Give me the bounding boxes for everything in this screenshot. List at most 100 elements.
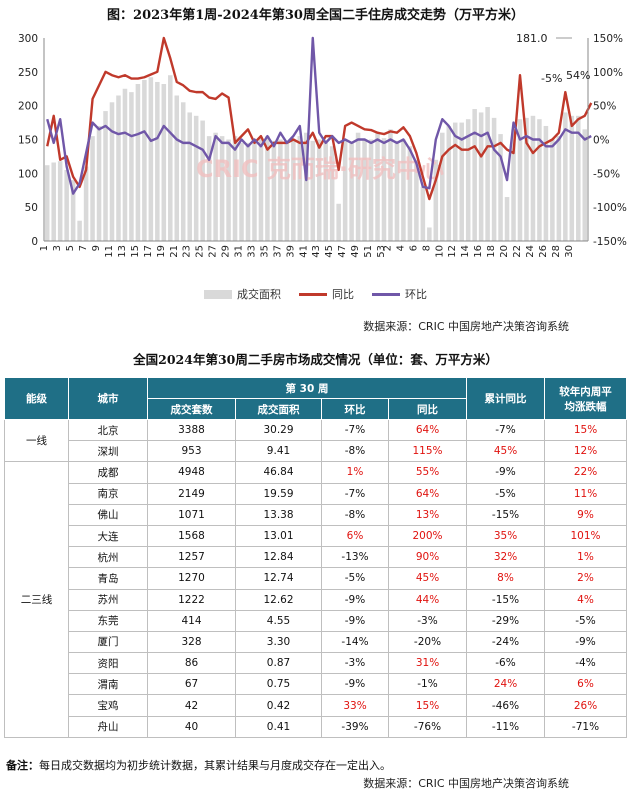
area-bar xyxy=(161,84,167,241)
header-area: 成交面积 xyxy=(235,398,322,420)
cum-cell: -7% xyxy=(466,418,545,442)
left-tick-label: 300 xyxy=(18,33,38,45)
chart-title: 图：2023年第1周-2024年第30周全国二手住房成交走势（万平方米） xyxy=(107,8,524,23)
area-bar xyxy=(517,119,523,241)
cum-cell: 45% xyxy=(466,440,545,463)
header-mom: 环比 xyxy=(321,398,389,420)
x-tick-label: 2 xyxy=(382,245,393,251)
area-bar xyxy=(284,142,290,241)
area-bar xyxy=(180,102,186,241)
area-bar xyxy=(472,109,477,241)
mom-cell: -14% xyxy=(321,630,389,654)
table-row: 厦门 328 3.30 -14% -20% -24% -9% xyxy=(5,630,627,654)
area-bar xyxy=(148,77,154,241)
yoy-cell: 64% xyxy=(388,482,467,505)
area-bar xyxy=(459,122,464,241)
area-bar xyxy=(193,115,199,241)
yoy-cell: 55% xyxy=(388,461,467,484)
table-note: 备注：每日成交数据均为初步统计数据，其累计结果与月度成交存在一定出入。 xyxy=(6,757,391,773)
table-title: 全国2024年第30周二手房市场成交情况（单位：套、万平方米） xyxy=(133,352,498,367)
area-bar xyxy=(77,220,82,241)
area-bar xyxy=(213,132,218,241)
mom-cell: -9% xyxy=(321,609,389,632)
legend-yoy-swatch xyxy=(299,292,327,296)
avg-cell: -71% xyxy=(544,715,627,738)
x-tick-label: 24 xyxy=(525,245,536,258)
x-tick-label: 28 xyxy=(551,245,562,258)
x-tick-label: 30 xyxy=(564,245,575,258)
market-table: 能级 城市 第 30 周 累计同比 较年内周平 均涨跌幅 成交套数 成交面积 环… xyxy=(4,377,627,738)
x-tick-label: 8 xyxy=(421,245,432,251)
area-cell: 0.87 xyxy=(235,652,322,675)
x-tick-label: 10 xyxy=(434,245,445,258)
mom-cell: 1% xyxy=(321,461,389,484)
city-cell: 资阳 xyxy=(68,652,148,675)
yoy-cell: 200% xyxy=(388,524,467,548)
cum-cell: -24% xyxy=(466,630,545,654)
cum-cell: 24% xyxy=(466,673,545,696)
table-row: 佛山 1071 13.38 -8% 13% -15% 9% xyxy=(5,503,627,526)
units-cell: 1071 xyxy=(147,503,236,526)
area-bar xyxy=(485,107,490,242)
header-tier: 能级 xyxy=(4,377,69,420)
x-tick-label: 27 xyxy=(208,245,219,258)
avg-cell: 11% xyxy=(544,482,627,505)
avg-cell: 22% xyxy=(544,461,627,484)
area-bar xyxy=(478,112,484,242)
area-bar xyxy=(206,136,212,241)
cum-cell: -11% xyxy=(466,715,545,738)
cum-cell: -29% xyxy=(466,609,545,632)
units-cell: 3388 xyxy=(147,418,236,442)
yoy-cell: -1% xyxy=(388,673,467,696)
area-bar xyxy=(362,139,367,241)
area-bar xyxy=(504,197,510,241)
table-row: 资阳 86 0.87 -3% 31% -6% -4% xyxy=(5,652,627,675)
x-tick-label: 29 xyxy=(221,245,232,258)
table-row: 宝鸡 42 0.42 33% 15% -46% 26% xyxy=(5,694,627,717)
units-cell: 414 xyxy=(147,609,236,632)
area-cell: 19.59 xyxy=(235,482,322,505)
area-bar xyxy=(109,102,115,241)
yoy-line xyxy=(46,36,593,201)
x-tick-label: 17 xyxy=(143,245,154,258)
x-tick-label: 3 xyxy=(52,245,63,251)
legend-yoy-label: 同比 xyxy=(332,288,354,301)
x-tick-label: 9 xyxy=(91,245,102,251)
mom-cell: -7% xyxy=(321,418,389,442)
area-bar xyxy=(388,129,393,241)
avg-cell: 4% xyxy=(544,588,627,611)
area-cell: 12.74 xyxy=(235,567,322,590)
area-cell: 4.55 xyxy=(235,609,322,632)
city-cell: 青岛 xyxy=(68,567,148,590)
cum-cell: -9% xyxy=(466,461,545,484)
x-tick-label: 49 xyxy=(350,245,361,258)
x-tick-label: 16 xyxy=(473,245,484,258)
x-tick-label: 39 xyxy=(285,245,296,258)
avg-cell: -5% xyxy=(544,609,627,632)
legend-area-swatch xyxy=(204,289,232,299)
table-source: 数据来源：CRIC 中国房地产决策咨询系统 xyxy=(363,777,569,790)
x-tick-label: 11 xyxy=(104,245,115,258)
area-cell: 12.84 xyxy=(235,546,322,569)
x-tick-label: 13 xyxy=(117,245,128,258)
avg-cell: 1% xyxy=(544,546,627,569)
annotation-mom: -5% xyxy=(541,72,562,85)
city-cell: 苏州 xyxy=(68,588,148,611)
area-bar xyxy=(336,203,341,241)
header-week: 第 30 周 xyxy=(147,377,467,399)
chart-legend: 成交面积 同比 环比 xyxy=(0,286,631,302)
area-cell: 12.62 xyxy=(235,588,322,611)
annotation-peak: 181.0 xyxy=(516,32,548,45)
area-bar xyxy=(200,120,205,241)
header-cumulative: 累计同比 xyxy=(466,377,545,420)
area-bar xyxy=(83,166,89,241)
area-bar xyxy=(96,125,102,241)
units-cell: 40 xyxy=(147,715,236,738)
units-cell: 1257 xyxy=(147,546,236,569)
area-bar xyxy=(498,134,503,241)
x-tick-label: 31 xyxy=(234,245,245,258)
legend-mom: 环比 xyxy=(372,286,427,302)
tier-cell: 二三线 xyxy=(4,461,69,738)
table-body: 一线 北京 3388 30.29 -7% 64% -7% 15% 深圳 953 9.41 -8% 115… xyxy=(4,418,627,738)
area-bar xyxy=(433,159,439,241)
